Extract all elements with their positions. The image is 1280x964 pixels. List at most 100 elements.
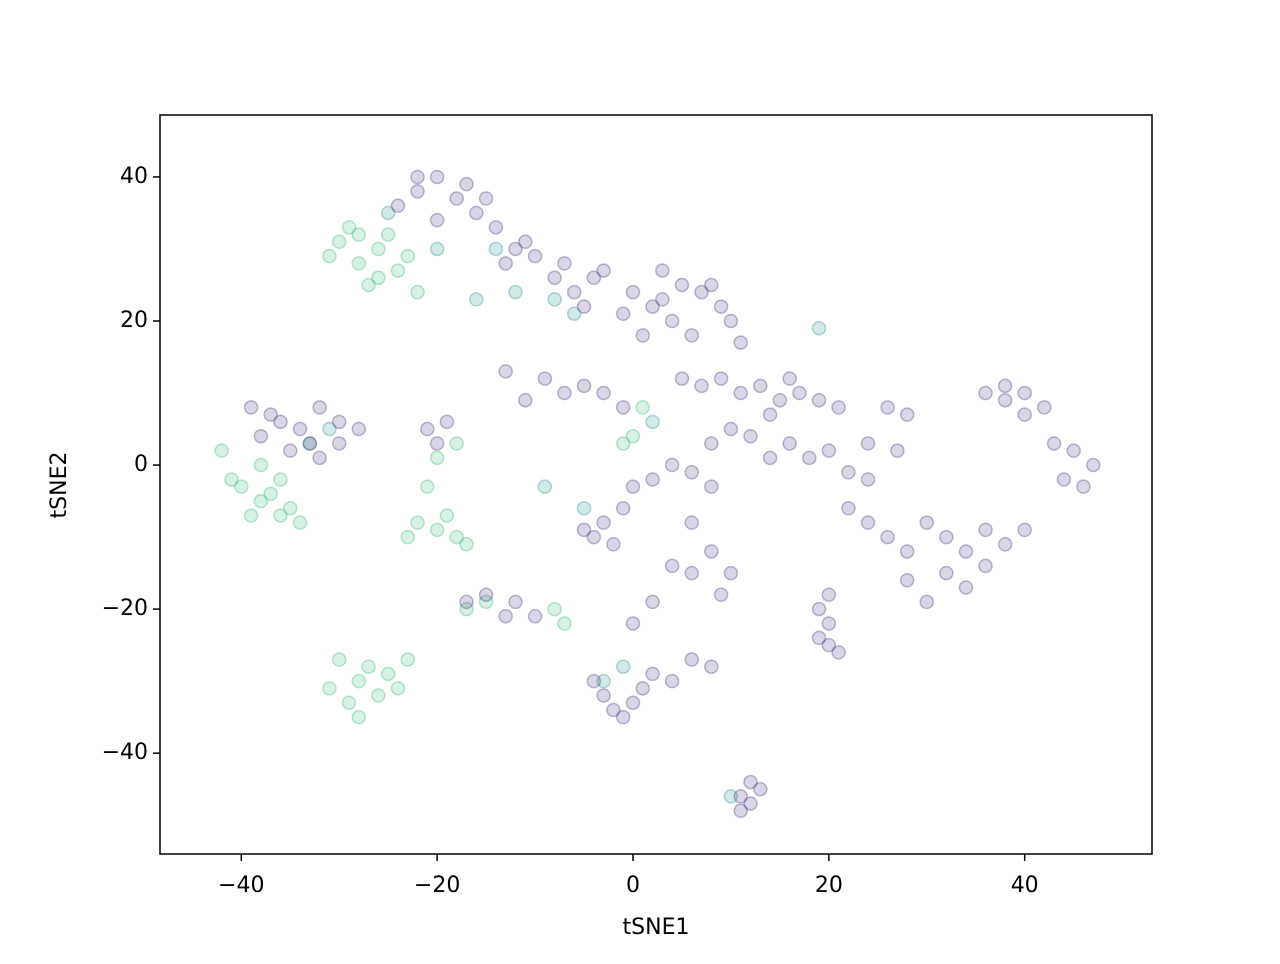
- point: [958, 544, 974, 559]
- y-axis-label: tSNE2: [47, 452, 72, 519]
- point: [1076, 479, 1091, 494]
- point: [1017, 407, 1032, 422]
- point: [645, 414, 660, 430]
- point: [978, 385, 993, 401]
- point: [645, 666, 660, 682]
- point: [841, 501, 856, 516]
- point: [586, 673, 602, 689]
- point: [596, 673, 611, 689]
- point: [684, 565, 699, 581]
- x-tick-label: 20: [815, 873, 843, 898]
- point: [958, 580, 974, 595]
- point: [811, 320, 827, 336]
- point: [743, 428, 758, 444]
- point: [537, 371, 553, 386]
- point: [586, 529, 602, 545]
- point: [674, 371, 690, 386]
- point: [704, 436, 719, 451]
- point: [684, 515, 699, 530]
- point: [596, 515, 611, 530]
- point: [576, 501, 592, 516]
- point: [420, 421, 435, 437]
- point: [615, 501, 631, 516]
- point: [273, 508, 288, 523]
- point: [1046, 436, 1062, 451]
- point: [606, 537, 621, 552]
- point: [899, 573, 915, 588]
- point: [762, 450, 778, 466]
- point: [684, 328, 699, 343]
- point: [312, 400, 327, 415]
- point: [322, 681, 337, 696]
- point: [224, 472, 239, 487]
- point: [664, 673, 680, 689]
- point: [880, 529, 895, 545]
- point: [390, 198, 406, 214]
- point: [831, 400, 846, 415]
- point: [684, 652, 699, 667]
- point: [635, 400, 651, 415]
- point: [625, 284, 641, 300]
- point: [361, 277, 376, 293]
- point: [704, 659, 719, 674]
- point: [331, 436, 347, 451]
- point: [449, 529, 464, 545]
- point: [723, 313, 739, 329]
- point: [459, 176, 474, 192]
- point: [527, 248, 543, 264]
- point: [899, 544, 915, 559]
- point: [782, 436, 797, 451]
- point: [625, 428, 641, 444]
- point: [743, 774, 758, 790]
- point: [439, 508, 455, 523]
- point: [723, 789, 739, 804]
- point: [341, 695, 357, 710]
- point: [449, 436, 464, 451]
- point: [380, 227, 396, 242]
- point: [733, 385, 748, 401]
- point: [635, 328, 651, 343]
- point: [469, 205, 484, 221]
- point: [439, 414, 455, 430]
- point: [400, 248, 416, 264]
- point: [390, 681, 406, 696]
- point: [1056, 472, 1072, 487]
- point: [351, 256, 367, 271]
- point: [322, 248, 337, 264]
- point: [459, 601, 474, 617]
- point: [292, 515, 308, 530]
- point: [939, 565, 954, 581]
- point: [596, 263, 611, 278]
- x-tick-label: −20: [414, 873, 460, 898]
- point: [880, 400, 895, 415]
- point: [939, 529, 954, 545]
- point: [498, 609, 513, 624]
- point: [576, 522, 592, 538]
- point: [615, 400, 631, 415]
- point: [821, 616, 837, 631]
- point: [341, 220, 357, 235]
- point: [713, 587, 729, 602]
- point: [645, 299, 660, 314]
- point: [743, 796, 758, 811]
- point: [684, 465, 699, 480]
- point: [361, 659, 376, 674]
- x-axis-label: tSNE1: [623, 915, 690, 940]
- point: [713, 371, 729, 386]
- point: [410, 515, 425, 530]
- point: [576, 378, 592, 394]
- y-tick-label: 0: [134, 452, 148, 477]
- point: [371, 241, 386, 257]
- point: [557, 256, 572, 271]
- point: [782, 371, 797, 386]
- point: [831, 645, 846, 660]
- point: [615, 436, 631, 451]
- point: [331, 652, 347, 667]
- point: [547, 270, 562, 286]
- point: [429, 212, 445, 228]
- point: [371, 270, 386, 286]
- point: [527, 609, 543, 624]
- point: [1037, 400, 1052, 415]
- point: [664, 313, 680, 329]
